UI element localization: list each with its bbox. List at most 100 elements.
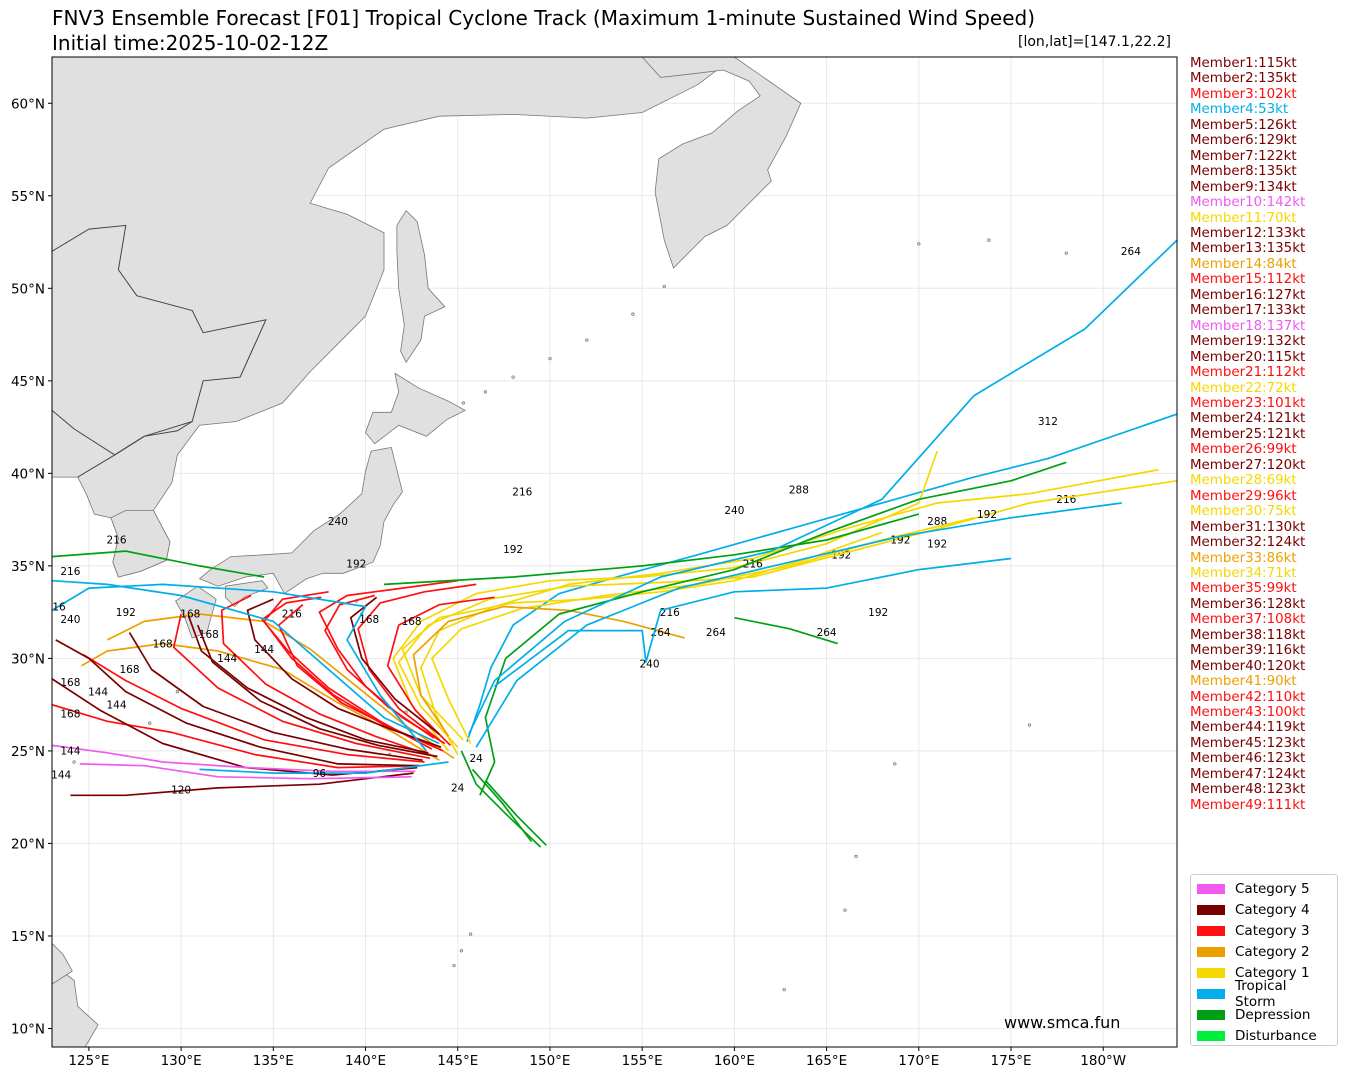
track-ts_n1 [468,239,1177,735]
track-member28 [397,479,1177,748]
track-hour-label: 168 [119,664,139,676]
track-hour-label: 216 [512,487,532,499]
lat-tick-label: 40°N [11,466,45,482]
island [148,721,152,725]
track-hour-label: 192 [116,607,136,619]
track-hour-label: 192 [346,559,366,571]
track-depa [479,461,1067,796]
land-sakhalin [396,209,446,364]
member-entry: Member33:86kt [1190,550,1297,566]
track-member33 [412,605,685,737]
category-legend: Category 5 Category 4 Category 3 Category 2… [1190,874,1338,1046]
track-member49 [172,613,431,760]
lat-tick-label: 25°N [11,744,45,760]
legend-swatch [1197,1009,1225,1020]
legend-label: Category 2 [1235,943,1310,960]
track-member23 [357,583,477,741]
legend-entry: Category 1 [1197,962,1331,983]
track-member1 [246,598,442,749]
chart-title: FNV3 Ensemble Forecast [F01] Tropical Cy… [52,6,1036,30]
island [548,356,552,361]
island [461,401,465,405]
island [483,390,488,394]
track-member36 [196,624,438,758]
watermark-text: www.smca.fun [1004,1013,1121,1032]
legend-label: Tropical Storm [1235,977,1287,1010]
member-entry: Member42:110kt [1190,689,1306,705]
member-entry: Member16:127kt [1190,287,1306,303]
member-entry: Member43:100kt [1190,705,1306,721]
legend-swatch [1197,925,1225,936]
gridlines [52,57,1177,1047]
member-entry: Member9:134kt [1190,179,1297,195]
track-hour-label: 264 [706,627,726,639]
island [511,375,515,379]
track-member18 [79,763,412,780]
axis-ticks: 125°E 130°E 135°E 140°E 145°E 150°E 155°E 160°E… [11,96,1126,1069]
track-hour-label: 168 [359,614,379,626]
track-hour-label: 264 [1121,246,1141,258]
legend-swatch [1197,946,1225,957]
track-hour-label: 144 [51,770,71,782]
track-hour-label: 240 [724,505,744,517]
island [585,338,589,342]
member-entry: Member10:142kt [1190,195,1306,211]
member-entry: Member3:102kt [1190,86,1297,102]
member-entry: Member13:135kt [1190,241,1306,257]
track-member19 [349,596,440,735]
legend-label: Depression [1235,1006,1311,1023]
island [843,908,847,912]
country-border [52,410,193,456]
member-entry: Member46:123kt [1190,751,1306,767]
legend-entry: Depression [1197,1004,1331,1025]
track-depe [383,513,920,586]
lat-tick-label: 60°N [11,96,45,112]
lat-tick-label: 20°N [11,836,45,852]
lon-tick-label: 180°W [1080,1053,1126,1069]
member-entry: Member35:99kt [1190,581,1297,597]
member-entry: Member24:121kt [1190,411,1306,427]
country-border [52,224,267,478]
track-member2 [128,632,423,762]
track-hour-label: 144 [217,653,237,665]
member-entry: Member4:53kt [1190,102,1289,118]
lon-tick-label: 140°E [345,1053,386,1069]
member-entry: Member7:122kt [1190,148,1297,164]
track-hour-label: 216 [60,566,80,578]
track-ts_e1 [494,557,1012,687]
member-entry: Member1:115kt [1190,56,1297,71]
lon-tick-label: 145°E [437,1053,478,1069]
member-entry: Member22:72kt [1190,380,1297,396]
land-korea-lower [110,510,171,578]
track-member5 [187,615,429,754]
track-hour-label: 144 [60,746,80,758]
track-member47 [55,639,421,767]
member-entry: Member21:112kt [1190,365,1306,381]
land-hokkaido [365,372,466,445]
island [662,284,666,289]
land-kyushu [175,585,217,639]
land-shikoku [225,580,269,608]
member-entry: Member26:99kt [1190,442,1297,458]
member-entry: Member36:128kt [1190,596,1306,612]
member-entry: Member45:123kt [1190,735,1306,751]
member-entry: Member12:133kt [1190,225,1306,241]
legend-entry: Category 2 [1197,941,1331,962]
member-entry: Member34:71kt [1190,565,1297,581]
land-kamchatka [641,57,802,269]
track-depd [471,768,533,843]
track-member37 [82,653,425,763]
track-hour-label: 144 [106,699,126,711]
member-entry: Member5:126kt [1190,117,1297,133]
lat-tick-label: 50°N [11,281,45,297]
lon-tick-label: 150°E [529,1053,570,1069]
track-hour-label: 168 [153,638,173,650]
land-mindoro-hint [52,942,73,985]
track-hour-label: 264 [817,627,837,639]
lat-tick-label: 10°N [11,1021,45,1037]
track-hour-label: 168 [402,616,422,628]
member-entry: Member11:70kt [1190,210,1297,226]
track-ts_s1 [199,761,449,774]
track-hour-label: 216 [743,559,763,571]
